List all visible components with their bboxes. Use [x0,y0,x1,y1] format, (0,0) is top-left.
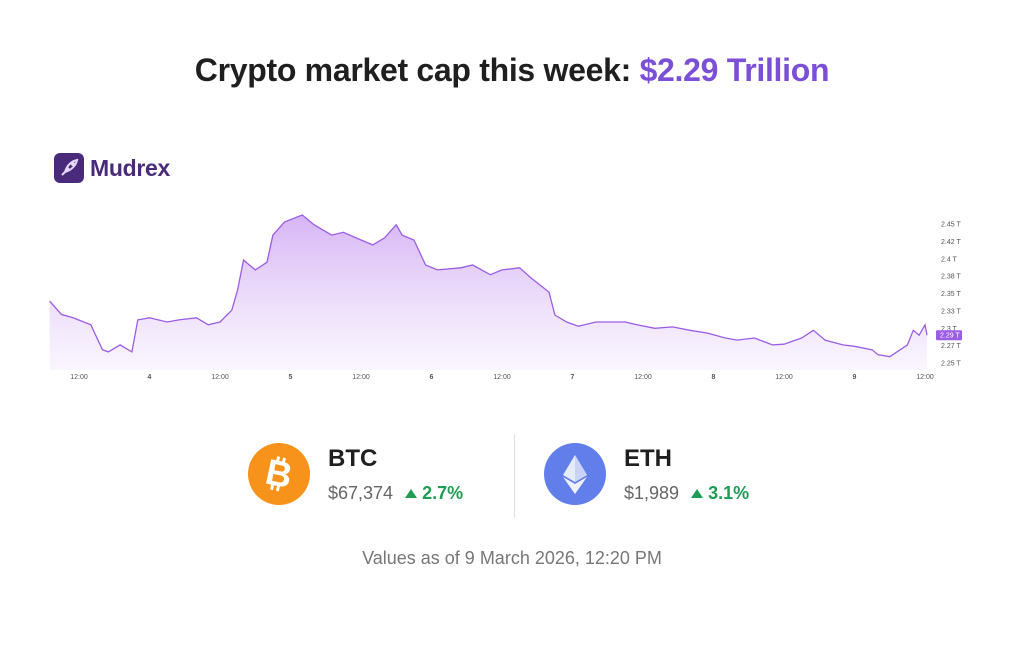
coin-change: 2.7% [405,483,463,504]
title-prefix: Crypto market cap this week: [194,52,640,88]
market-cap-chart: 2.45 T 2.42 T 2.4 T 2.38 T 2.35 T 2.33 T 2.3 T… [49,214,962,381]
divider [514,434,515,518]
change-value: 3.1% [708,482,750,503]
page-title: Crypto market cap this week: $2.29 Trill… [0,52,1024,89]
y-tick-label: 2.45 T [941,222,961,229]
x-tick-label: 12:00 [70,374,88,381]
coin-symbol: ETH [624,444,672,472]
y-tick-label: 2.27 T [941,343,961,350]
current-value-label: 2.29 T [940,333,960,340]
x-tick-label: 7 [571,374,575,381]
area-fill [49,215,928,370]
x-tick-label: 12:00 [352,374,370,381]
up-triangle-icon [691,488,704,498]
coin-price: $1,989 [624,482,680,503]
x-tick-label: 12:00 [916,374,934,381]
coin-change: 3.1% [691,483,749,504]
x-tick-label: 4 [148,374,152,381]
bitcoin-icon: B [248,443,310,505]
eth-card: ETH $1,989 3.1% [544,443,749,505]
mudrex-logo-icon [54,153,84,183]
x-tick-label: 5 [289,374,293,381]
btc-card: B BTC $67,374 2.7% [248,443,463,505]
ethereum-icon [544,443,606,505]
x-tick-label: 9 [853,374,857,381]
current-value-tag: 2.29 T [936,330,962,341]
change-value: 2.7% [422,482,464,503]
x-tick-label: 8 [712,374,716,381]
x-tick-label: 12:00 [211,374,229,381]
y-tick-label: 2.4 T [941,256,958,263]
y-tick-label: 2.25 T [941,361,961,368]
up-triangle-icon [405,488,418,498]
x-tick-label: 12:00 [493,374,511,381]
as-of-timestamp: Values as of 9 March 2026, 12:20 PM [362,548,662,568]
x-tick-label: 12:00 [634,374,652,381]
coin-price: $67,374 [328,482,394,503]
y-tick-label: 2.35 T [941,291,961,298]
mudrex-logo: Mudrex [54,153,170,183]
y-tick-label: 2.33 T [941,308,961,315]
y-tick-label: 2.3 T [941,326,958,333]
y-tick-label: 2.42 T [941,239,961,246]
y-tick-label: 2.38 T [941,274,961,281]
series-line [49,214,928,358]
coin-symbol: BTC [328,444,378,472]
x-tick-label: 12:00 [775,374,793,381]
market-cap-value: $2.29 Trillion [639,52,830,88]
x-tick-label: 6 [430,374,434,381]
logo-text: Mudrex [90,154,170,181]
